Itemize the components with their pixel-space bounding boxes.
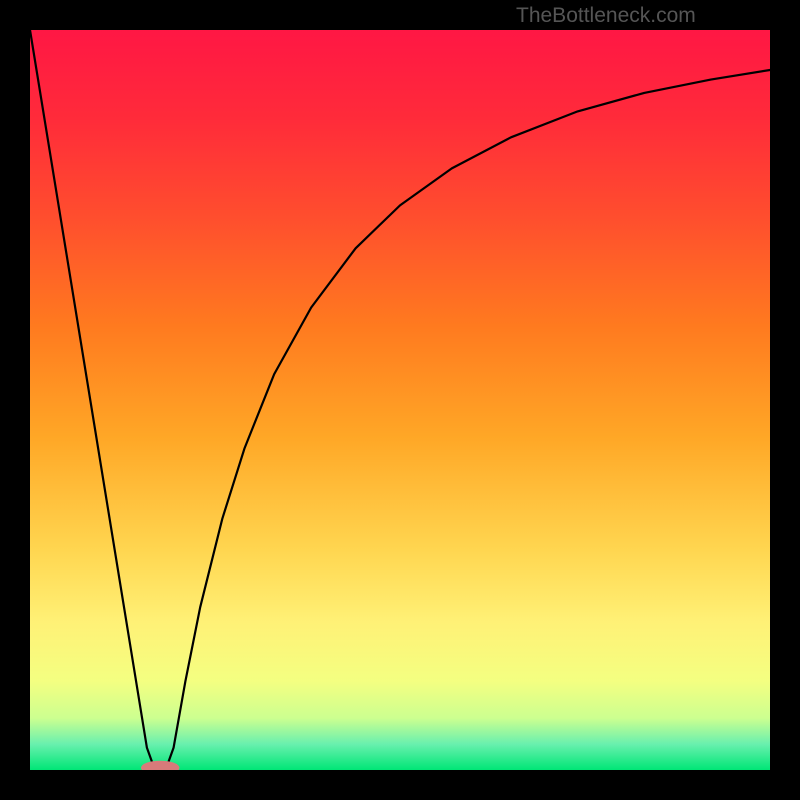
chart-container: TheBottleneck.com <box>0 0 800 800</box>
watermark-text: TheBottleneck.com <box>516 4 696 28</box>
plot-background <box>30 30 770 770</box>
plot-area <box>30 30 770 770</box>
plot-svg <box>30 30 770 770</box>
